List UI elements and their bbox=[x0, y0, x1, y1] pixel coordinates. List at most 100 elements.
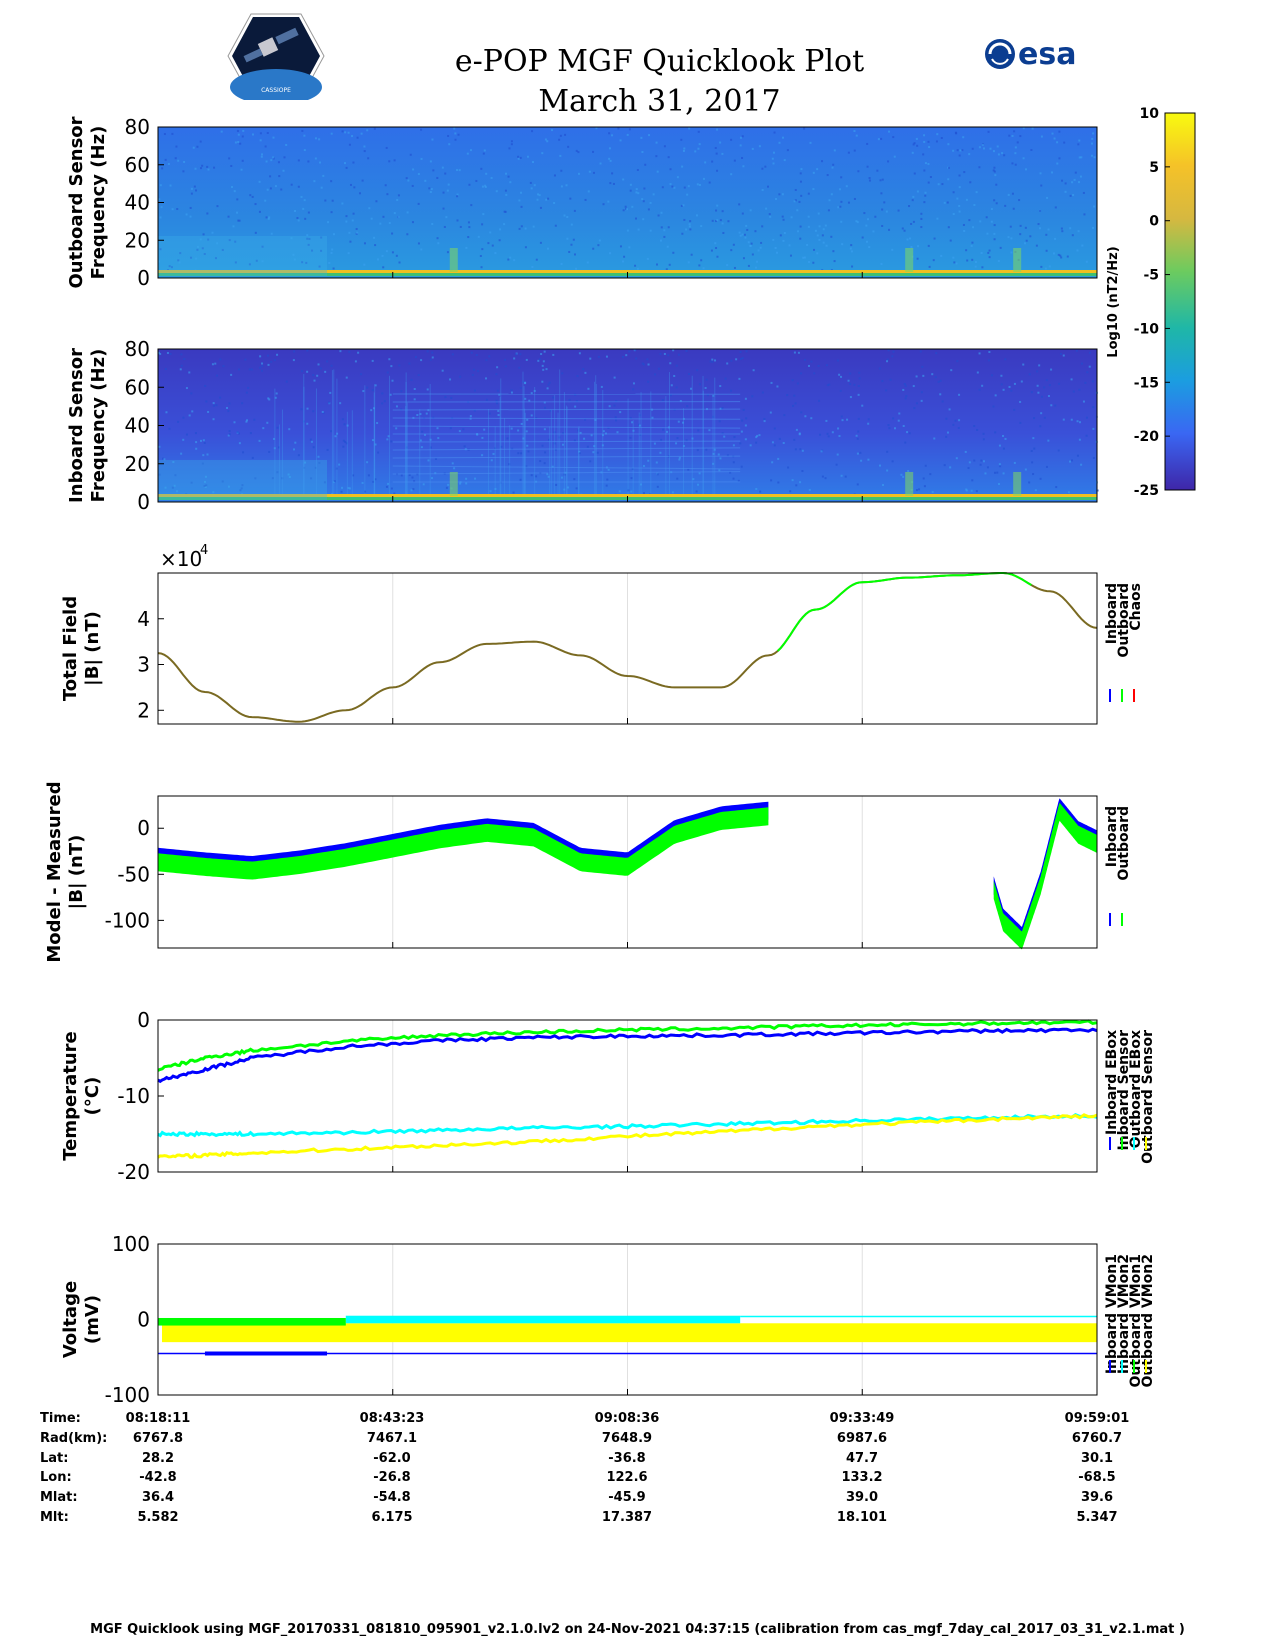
spectro-noise bbox=[413, 480, 416, 483]
ephemeris-cell: -42.8 bbox=[139, 1470, 177, 1485]
spectro-noise bbox=[254, 203, 257, 206]
spectro-noise bbox=[755, 487, 758, 490]
spectro-noise bbox=[838, 435, 841, 438]
spectro-noise bbox=[355, 232, 358, 235]
ephemeris-cell: 39.6 bbox=[1080, 1490, 1114, 1505]
spectro-noise bbox=[449, 427, 452, 430]
spectro-noise bbox=[958, 393, 961, 396]
spectro-noise bbox=[389, 393, 392, 396]
spectro-noise bbox=[1010, 237, 1013, 240]
spectro-noise bbox=[536, 198, 539, 201]
spectro-noise bbox=[913, 142, 916, 145]
spectro-noise bbox=[374, 443, 377, 446]
spectro-noise bbox=[207, 238, 210, 241]
spectro-noise bbox=[273, 447, 276, 450]
spectro-noise bbox=[297, 185, 300, 188]
spectro-noise bbox=[813, 248, 816, 251]
spectro-noise bbox=[276, 426, 279, 429]
spectro-noise bbox=[739, 442, 742, 445]
spectro-noise bbox=[619, 411, 622, 414]
spectro-noise bbox=[1058, 157, 1061, 160]
spectro-noise bbox=[726, 264, 729, 267]
spectro-noise bbox=[975, 490, 978, 493]
spectro-noise bbox=[297, 159, 300, 162]
spectro-noise bbox=[527, 450, 530, 453]
spectro-noise bbox=[485, 398, 488, 401]
spectro-noise bbox=[613, 376, 616, 379]
spectro-noise bbox=[531, 266, 534, 269]
spectro-noise bbox=[1030, 391, 1033, 394]
spectro-noise bbox=[519, 478, 522, 481]
spectro-line bbox=[392, 440, 741, 443]
spectro-noise bbox=[385, 485, 388, 488]
spectro-noise bbox=[228, 433, 231, 436]
spectro-noise bbox=[341, 486, 344, 489]
spectro-noise bbox=[747, 241, 750, 244]
y-label-line1: Voltage bbox=[60, 1281, 81, 1358]
spectro-noise bbox=[575, 400, 578, 403]
spectro-noise bbox=[437, 437, 440, 440]
spectro-noise bbox=[474, 477, 477, 480]
spectro-noise bbox=[306, 349, 309, 352]
spectro-noise bbox=[744, 236, 747, 239]
spectro-noise bbox=[391, 251, 394, 254]
spectro-noise bbox=[555, 483, 558, 486]
spectro-noise bbox=[767, 185, 770, 188]
spectro-noise bbox=[636, 168, 639, 171]
spectro-noise bbox=[386, 371, 389, 374]
spectro-noise bbox=[634, 264, 637, 267]
spectro-noise bbox=[377, 258, 380, 261]
spectro-noise bbox=[856, 452, 859, 455]
spectro-noise bbox=[1088, 365, 1091, 368]
spectro-noise bbox=[632, 382, 635, 385]
spectro-noise bbox=[974, 261, 977, 264]
spectro-noise bbox=[395, 427, 398, 430]
colorbar-tick-label: 10 bbox=[1140, 106, 1160, 122]
spectro-noise bbox=[756, 434, 759, 437]
spectro-noise bbox=[519, 156, 522, 159]
spectro-noise bbox=[488, 412, 491, 415]
spectro-noise bbox=[241, 402, 244, 405]
spectro-noise bbox=[482, 213, 485, 216]
spectro-noise bbox=[675, 442, 678, 445]
spectro-noise bbox=[442, 191, 445, 194]
spectro-noise bbox=[663, 352, 666, 355]
spectro-noise bbox=[356, 136, 359, 139]
spectro-noise bbox=[584, 418, 587, 421]
spectro-noise bbox=[361, 481, 364, 484]
spectro-noise bbox=[840, 176, 843, 179]
spectro-noise bbox=[976, 371, 979, 374]
spectro-noise bbox=[845, 185, 848, 188]
spectro-noise bbox=[1037, 223, 1040, 226]
spectro-noise bbox=[294, 209, 297, 212]
y-label-line2: (mV) bbox=[82, 1295, 103, 1344]
spectro-noise bbox=[495, 399, 498, 402]
spectro-noise bbox=[799, 172, 802, 175]
spectro-noise bbox=[992, 150, 995, 153]
spectro-noise bbox=[228, 157, 231, 160]
spectro-noise bbox=[406, 211, 409, 214]
spectro-noise bbox=[504, 189, 507, 192]
spectro-noise bbox=[379, 222, 382, 225]
spectro-noise bbox=[528, 399, 531, 402]
spectro-noise bbox=[360, 373, 363, 376]
spectro-noise bbox=[924, 464, 927, 467]
spectro-noise bbox=[504, 210, 507, 213]
spectro-noise bbox=[1056, 141, 1059, 144]
spectro-noise bbox=[963, 171, 966, 174]
spectro-noise bbox=[363, 242, 366, 245]
spectro-noise bbox=[866, 142, 869, 145]
spectro-noise bbox=[962, 223, 965, 226]
spectro-noise bbox=[968, 461, 971, 464]
spectro-noise bbox=[631, 421, 634, 424]
spectro-noise bbox=[547, 247, 550, 250]
spectro-noise bbox=[634, 217, 637, 220]
spectro-noise bbox=[912, 220, 915, 223]
spectro-noise bbox=[1032, 437, 1035, 440]
spectro-noise bbox=[920, 226, 923, 229]
spectro-noise bbox=[987, 359, 990, 362]
spectro-noise bbox=[940, 254, 943, 257]
spectro-noise bbox=[264, 199, 267, 202]
temperature-line bbox=[157, 1019, 1098, 1072]
spectro-noise bbox=[934, 376, 937, 379]
